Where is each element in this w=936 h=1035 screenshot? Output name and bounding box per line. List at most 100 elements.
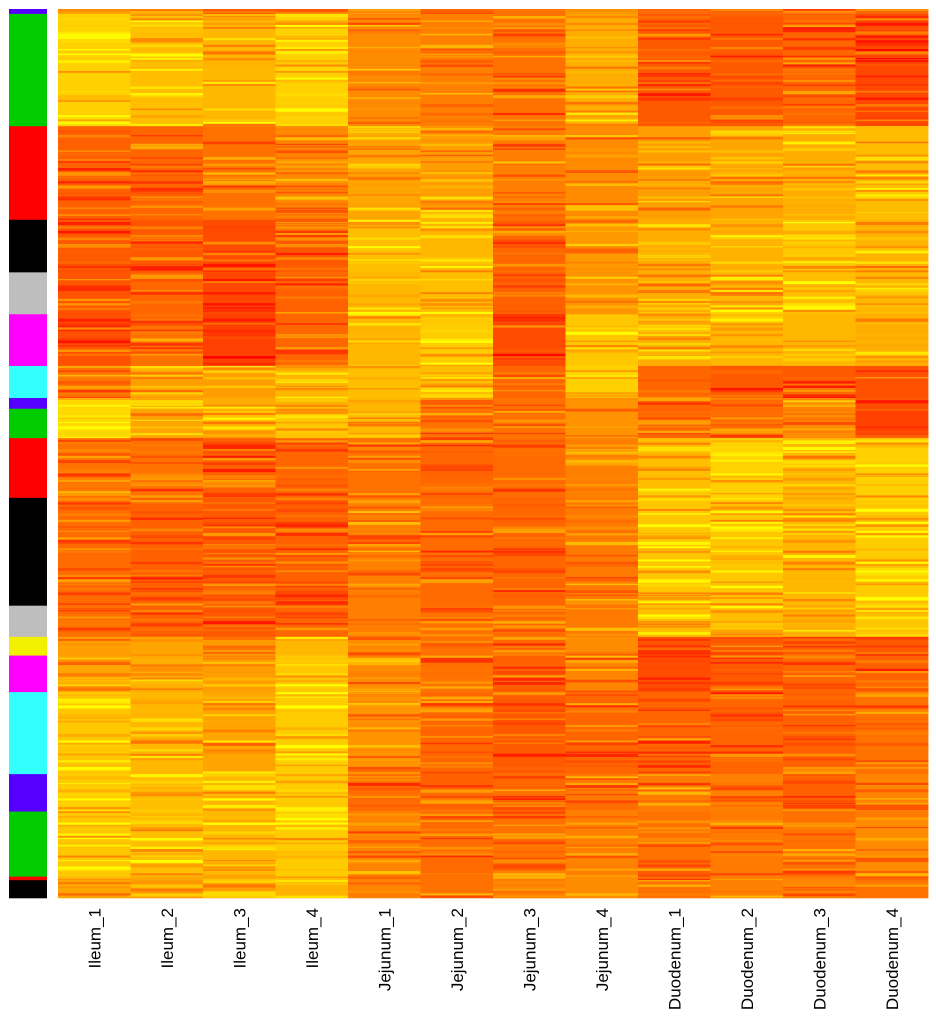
row-cluster-color-bar <box>9 9 47 899</box>
cell-group-10-Ileum_2 <box>130 438 204 499</box>
cell-group-15-Jejunum_3 <box>493 692 566 775</box>
cell-group-11-Duodenum_4 <box>855 497 929 606</box>
column-label-Ileum_2: Ileum_2 <box>158 908 177 968</box>
cluster-block-3 <box>9 126 47 221</box>
cell-group-15-Ileum_3 <box>203 692 276 775</box>
column-label-Duodenum_4: Duodenum_4 <box>883 908 902 1010</box>
cluster-block-11 <box>9 497 47 606</box>
cell-group-2-Ileum_3 <box>203 13 276 127</box>
cell-group-18-Duodenum_1 <box>638 876 711 881</box>
cell-group-18-Duodenum_4 <box>855 876 929 881</box>
column-labels: Ileum_1 Ileum_2 Ileum_3 Ileum_4 Jejunum_1 Jej… <box>85 908 902 1010</box>
cell-group-13-Ileum_4 <box>275 636 349 656</box>
cell-group-7-Jejunum_3 <box>493 365 566 399</box>
cell-group-6-Duodenum_3 <box>783 314 856 367</box>
cluster-block-10 <box>9 438 47 499</box>
cluster-block-7 <box>9 365 47 399</box>
column-label-Duodenum_2: Duodenum_2 <box>738 908 757 1010</box>
cell-group-5-Duodenum_1 <box>638 272 711 315</box>
cell-group-2-Ileum_4 <box>275 13 349 127</box>
cell-group-8-Ileum_1 <box>58 398 131 410</box>
cell-group-17-Jejunum_1 <box>348 811 421 877</box>
cell-group-1-Duodenum_4 <box>855 9 929 15</box>
cell-group-10-Duodenum_4 <box>855 438 929 499</box>
cell-group-8-Ileum_3 <box>203 398 276 410</box>
cell-group-8-Duodenum_3 <box>783 398 856 410</box>
cell-group-9-Ileum_1 <box>58 408 131 439</box>
cluster-block-1 <box>9 9 47 15</box>
cell-group-8-Duodenum_2 <box>710 398 784 410</box>
cell-group-18-Jejunum_4 <box>565 876 639 881</box>
cluster-block-4 <box>9 219 47 273</box>
cell-group-11-Jejunum_1 <box>348 497 421 606</box>
cell-group-6-Ileum_4 <box>275 314 349 367</box>
cell-group-16-Jejunum_2 <box>420 774 494 812</box>
cell-group-8-Jejunum_4 <box>565 398 639 410</box>
column-label-Duodenum_1: Duodenum_1 <box>665 908 684 1010</box>
cell-group-18-Duodenum_3 <box>783 876 856 881</box>
cell-group-7-Duodenum_1 <box>638 365 711 399</box>
heatmap-cells <box>58 9 929 899</box>
cell-group-10-Jejunum_4 <box>565 438 639 499</box>
cell-group-14-Ileum_3 <box>203 655 276 693</box>
cluster-block-19 <box>9 880 47 899</box>
column-label-Jejunum_1: Jejunum_1 <box>375 908 394 991</box>
column-label-Duodenum_3: Duodenum_3 <box>810 908 829 1010</box>
cell-group-13-Jejunum_4 <box>565 636 639 656</box>
cell-group-2-Jejunum_2 <box>420 13 494 127</box>
cluster-block-5 <box>9 272 47 315</box>
cell-group-6-Jejunum_4 <box>565 314 639 367</box>
cell-group-17-Jejunum_4 <box>565 811 639 877</box>
cell-group-2-Jejunum_4 <box>565 13 639 127</box>
cell-group-11-Ileum_4 <box>275 497 349 606</box>
cluster-block-16 <box>9 774 47 812</box>
cell-group-12-Jejunum_4 <box>565 605 639 638</box>
cell-group-18-Ileum_1 <box>58 876 131 881</box>
column-label-Jejunum_2: Jejunum_2 <box>448 908 467 991</box>
column-label-Ileum_3: Ileum_3 <box>230 908 249 968</box>
cell-group-13-Ileum_1 <box>58 636 131 656</box>
cell-group-18-Duodenum_2 <box>710 876 784 881</box>
cell-group-18-Ileum_3 <box>203 876 276 881</box>
cell-group-14-Duodenum_1 <box>638 655 711 693</box>
cell-group-17-Duodenum_4 <box>855 811 929 877</box>
cell-group-15-Duodenum_2 <box>710 692 784 775</box>
cell-group-11-Ileum_2 <box>130 497 204 606</box>
cell-group-17-Duodenum_3 <box>783 811 856 877</box>
cluster-block-9 <box>9 408 47 439</box>
cluster-block-17 <box>9 811 47 877</box>
cell-group-18-Jejunum_2 <box>420 876 494 881</box>
cluster-block-13 <box>9 636 47 656</box>
cell-group-12-Ileum_4 <box>275 605 349 638</box>
column-label-Ileum_1: Ileum_1 <box>85 908 104 968</box>
cluster-block-8 <box>9 398 47 410</box>
cell-group-2-Ileum_1 <box>58 13 131 127</box>
cell-group-12-Jejunum_1 <box>348 605 421 638</box>
cell-group-10-Jejunum_3 <box>493 438 566 499</box>
cell-group-2-Duodenum_4 <box>855 13 929 127</box>
cell-group-7-Jejunum_1 <box>348 365 421 399</box>
cell-group-10-Ileum_1 <box>58 438 131 499</box>
column-label-Jejunum_4: Jejunum_4 <box>593 908 612 991</box>
cell-group-6-Jejunum_1 <box>348 314 421 367</box>
cell-group-16-Ileum_1 <box>58 774 131 812</box>
cluster-block-15 <box>9 692 47 775</box>
cell-group-19-Duodenum_2 <box>710 880 784 899</box>
column-label-Ileum_4: Ileum_4 <box>303 908 322 968</box>
cell-group-2-Duodenum_2 <box>710 13 784 127</box>
cluster-block-2 <box>9 13 47 127</box>
column-label-Jejunum_3: Jejunum_3 <box>520 908 539 991</box>
cell-group-18-Ileum_4 <box>275 876 349 881</box>
cluster-block-14 <box>9 655 47 693</box>
cell-group-11-Jejunum_4 <box>565 497 639 606</box>
cluster-block-12 <box>9 605 47 638</box>
cell-group-18-Ileum_2 <box>130 876 204 881</box>
cluster-block-6 <box>9 314 47 367</box>
cell-group-9-Duodenum_4 <box>855 408 929 439</box>
cell-group-2-Duodenum_1 <box>638 13 711 127</box>
cell-group-17-Jejunum_2 <box>420 811 494 877</box>
cluster-block-18 <box>9 876 47 881</box>
cell-group-2-Jejunum_3 <box>493 13 566 127</box>
cell-group-8-Duodenum_4 <box>855 398 929 410</box>
